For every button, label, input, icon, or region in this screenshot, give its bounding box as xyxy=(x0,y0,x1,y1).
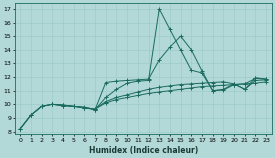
X-axis label: Humidex (Indice chaleur): Humidex (Indice chaleur) xyxy=(89,146,198,155)
